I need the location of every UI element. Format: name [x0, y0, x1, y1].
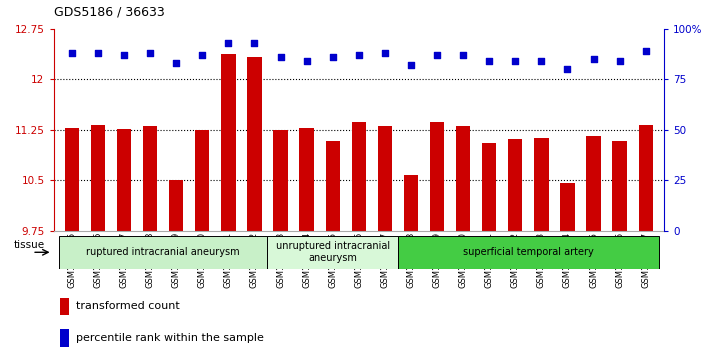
Bar [143, 126, 157, 231]
Text: unruptured intracranial
aneurysm: unruptured intracranial aneurysm [276, 241, 390, 263]
Point [562, 66, 573, 72]
Point [196, 52, 208, 58]
Point [144, 50, 156, 56]
Bar [60, 298, 69, 315]
Bar [326, 140, 340, 231]
Point [458, 52, 469, 58]
Bar [65, 128, 79, 231]
Bar [195, 130, 209, 231]
Bar [560, 183, 575, 231]
Bar [482, 143, 496, 231]
Point [353, 52, 365, 58]
Text: tissue: tissue [14, 240, 45, 250]
Point [588, 56, 599, 62]
Bar [404, 175, 418, 231]
Text: superficial temporal artery: superficial temporal artery [463, 247, 594, 257]
Point [301, 58, 312, 64]
Point [431, 52, 443, 58]
Point [614, 58, 625, 64]
Point [379, 50, 391, 56]
Point [483, 58, 495, 64]
Bar [430, 122, 444, 231]
Point [510, 58, 521, 64]
Bar [351, 122, 366, 231]
Bar [169, 180, 183, 231]
Bar [60, 330, 69, 347]
Bar [398, 236, 659, 269]
Point [640, 48, 651, 54]
Bar [59, 236, 268, 269]
Bar [378, 126, 392, 231]
Bar [247, 57, 261, 231]
Bar [638, 125, 653, 231]
Point [66, 50, 78, 56]
Point [275, 54, 286, 60]
Bar [299, 129, 313, 231]
Bar [268, 236, 398, 269]
Bar [91, 125, 105, 231]
Point [119, 52, 130, 58]
Point [327, 54, 338, 60]
Text: GDS5186 / 36633: GDS5186 / 36633 [54, 6, 164, 19]
Text: percentile rank within the sample: percentile rank within the sample [76, 333, 263, 343]
Bar [534, 138, 548, 231]
Point [406, 62, 417, 68]
Point [92, 50, 104, 56]
Point [171, 60, 182, 66]
Point [536, 58, 547, 64]
Point [248, 40, 260, 46]
Bar [613, 140, 627, 231]
Point [223, 40, 234, 46]
Bar [586, 136, 600, 231]
Text: transformed count: transformed count [76, 301, 179, 311]
Bar [221, 54, 236, 231]
Bar [456, 126, 471, 231]
Bar [117, 129, 131, 231]
Bar [508, 139, 523, 231]
Bar [273, 130, 288, 231]
Text: ruptured intracranial aneurysm: ruptured intracranial aneurysm [86, 247, 240, 257]
